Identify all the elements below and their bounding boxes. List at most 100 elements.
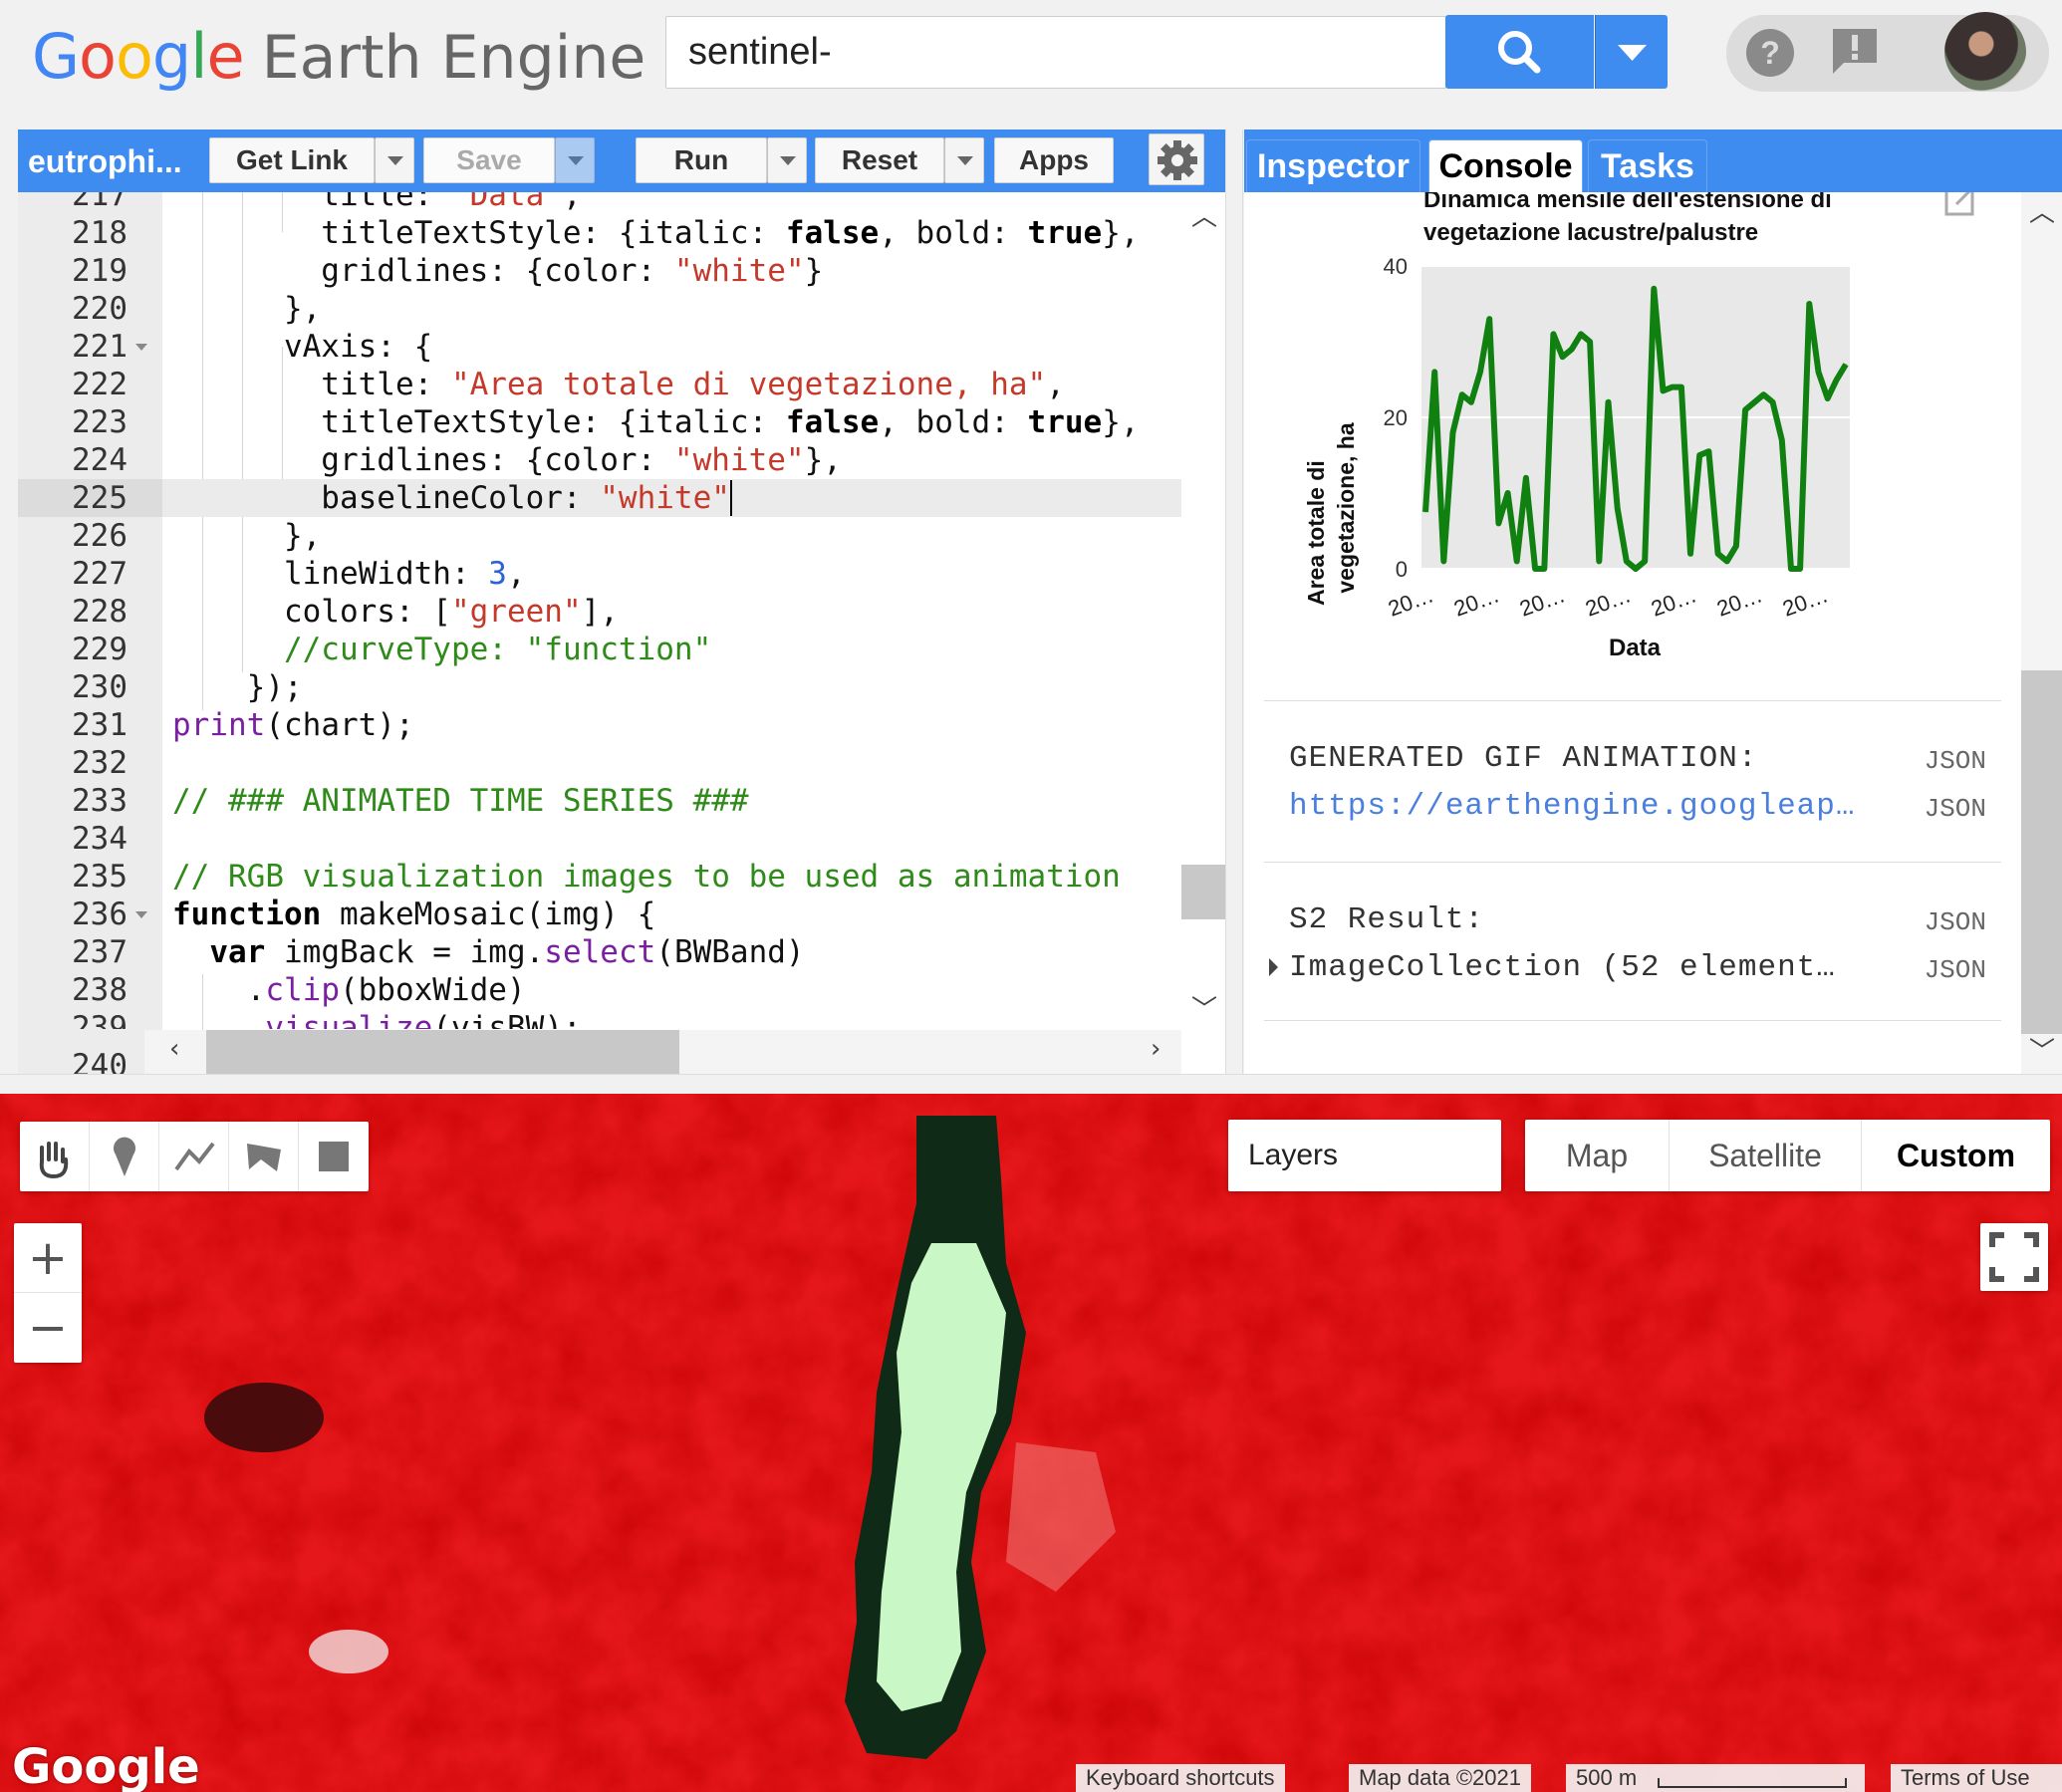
fullscreen-button[interactable] — [1980, 1223, 2048, 1291]
data-point — [1635, 568, 1637, 570]
editor-vertical-scrollbar[interactable]: ︿ ﹀ — [1181, 192, 1225, 1074]
json-toggle[interactable]: JSON — [1924, 794, 1986, 824]
scale-bar: 500 m — [1566, 1764, 1865, 1792]
save-button[interactable]: Save — [423, 137, 555, 183]
line-gutter — [18, 192, 162, 1074]
data-point — [1452, 431, 1454, 433]
code-line: 230 }); — [72, 669, 303, 705]
script-name[interactable]: eutrophi... — [28, 143, 182, 179]
scroll-right-arrow[interactable]: › — [1151, 1034, 1161, 1064]
scroll-thumb[interactable] — [206, 1030, 679, 1074]
avatar[interactable] — [1944, 12, 2026, 92]
tab-inspector[interactable]: Inspector — [1246, 139, 1420, 192]
scroll-thumb[interactable] — [2021, 670, 2062, 1034]
data-point — [1470, 401, 1472, 403]
data-point — [1836, 379, 1838, 381]
apps-button[interactable]: Apps — [994, 137, 1114, 183]
reset-button[interactable]: Reset — [815, 137, 944, 183]
code-line: 223 titleTextStyle: {italic: false, bold… — [72, 404, 1140, 440]
scroll-thumb[interactable] — [1181, 865, 1225, 919]
data-point — [1717, 553, 1719, 555]
polygon-icon — [247, 1144, 281, 1171]
data-point — [1680, 386, 1682, 388]
layers-button[interactable]: Layers — [1228, 1120, 1501, 1191]
right-panel-tabs: Inspector Console Tasks — [1244, 129, 2062, 192]
data-point — [1781, 439, 1783, 441]
code-line: 220 }, — [72, 291, 322, 327]
editor-horizontal-scrollbar[interactable]: ‹ › — [144, 1030, 1181, 1074]
terms-of-use-link[interactable]: Terms of Use — [1891, 1764, 2062, 1792]
run-dropdown[interactable] — [767, 137, 807, 183]
expand-triangle-icon[interactable] — [1269, 958, 1278, 976]
hand-tool-button[interactable] — [20, 1122, 90, 1191]
console-scrollbar[interactable]: ︿ ﹀ — [2021, 192, 2062, 1074]
settings-button[interactable] — [1149, 133, 1204, 185]
code-editor[interactable]: 217 title: "Data", 218 titleTextStyle: {… — [18, 192, 1181, 1074]
map-view[interactable]: + − Layers Map Satellite Custom Google K… — [0, 1094, 2062, 1792]
search-input[interactable] — [666, 17, 1445, 88]
console-entry-s2: S2 Result: JSON ImageCollection (52 elem… — [1264, 862, 2001, 1021]
tab-console[interactable]: Console — [1428, 139, 1583, 192]
chart-title: Dinamica mensile dell'estensione di vege… — [1423, 192, 1832, 246]
feedback-icon[interactable] — [1830, 26, 1880, 76]
map-resize-handle[interactable] — [0, 1074, 2062, 1094]
run-button[interactable]: Run — [636, 137, 767, 183]
get-link-dropdown[interactable] — [375, 137, 414, 183]
scroll-up-arrow[interactable]: ︿ — [2029, 198, 2056, 228]
data-point — [1744, 408, 1746, 410]
scroll-down-arrow[interactable]: ﹀ — [2029, 1037, 2056, 1067]
help-icon[interactable]: ? — [1745, 28, 1795, 78]
zoom-in-button[interactable]: + — [14, 1223, 82, 1293]
code-line: 240 — [72, 1048, 128, 1074]
scroll-left-arrow[interactable]: ‹ — [169, 1034, 180, 1064]
zoom-controls: + − — [14, 1223, 82, 1363]
code-line: 227 lineWidth: 3, — [72, 556, 526, 592]
gif-link[interactable]: https://earthengine.googleap… — [1289, 789, 1856, 824]
json-toggle[interactable]: JSON — [1924, 955, 1986, 985]
map-type-custom[interactable]: Custom — [1896, 1138, 2016, 1173]
code-line: 232 — [72, 745, 128, 781]
logo-google-text: Google — [32, 20, 245, 93]
line-tool-button[interactable] — [159, 1122, 229, 1191]
rectangle-tool-button[interactable] — [299, 1122, 369, 1191]
x-tick-label: 20… — [1450, 582, 1502, 621]
code-line: 236 function makeMosaic(img) { — [72, 896, 656, 932]
data-point — [1753, 401, 1755, 403]
svg-text:?: ? — [1760, 35, 1780, 71]
search-dropdown-button[interactable] — [1595, 15, 1668, 89]
earth-engine-logo[interactable]: Google Earth Engine — [32, 20, 645, 100]
json-toggle[interactable]: JSON — [1924, 907, 1986, 937]
data-point — [1827, 397, 1829, 399]
code-line: 233// ### ANIMATED TIME SERIES ### — [72, 783, 749, 819]
y-axis-label-line-2: vegetazione, ha — [1333, 422, 1359, 593]
scroll-up-arrow[interactable]: ︿ — [1191, 202, 1218, 232]
plot-area: 0 20 40 20… 20… 20… 20… 20… 20… 20… — [1384, 254, 1850, 622]
search-button[interactable] — [1445, 15, 1594, 89]
data-point — [1626, 560, 1628, 562]
image-collection-summary[interactable]: ImageCollection (52 element… — [1289, 950, 1836, 985]
x-tick-label: 20… — [1648, 582, 1699, 621]
data-point — [1534, 568, 1536, 570]
map-type-satellite[interactable]: Satellite — [1670, 1120, 1862, 1191]
scroll-down-arrow[interactable]: ﹀ — [1191, 995, 1218, 1025]
point-tool-button[interactable] — [90, 1122, 159, 1191]
data-point — [1507, 492, 1509, 494]
json-toggle[interactable]: JSON — [1924, 746, 1986, 776]
data-point — [1543, 568, 1545, 570]
google-watermark: Google — [12, 1739, 200, 1792]
reset-dropdown[interactable] — [944, 137, 984, 183]
polygon-tool-button[interactable] — [229, 1122, 299, 1191]
map-type-map[interactable]: Map — [1525, 1120, 1670, 1191]
x-tick-label: 20… — [1582, 582, 1634, 621]
tab-tasks[interactable]: Tasks — [1588, 139, 1707, 192]
code-line: 217 title: "Data", — [72, 192, 582, 213]
open-in-new-icon[interactable] — [1944, 192, 1974, 216]
zoom-out-button[interactable]: − — [27, 1300, 69, 1356]
panel-divider[interactable] — [1225, 129, 1243, 1074]
save-dropdown[interactable] — [555, 137, 595, 183]
drawing-tools — [20, 1122, 369, 1191]
get-link-button[interactable]: Get Link — [209, 137, 375, 183]
keyboard-shortcuts-link[interactable]: Keyboard shortcuts — [1076, 1764, 1285, 1792]
fullscreen-icon — [1989, 1232, 2039, 1282]
data-point — [1845, 364, 1847, 366]
